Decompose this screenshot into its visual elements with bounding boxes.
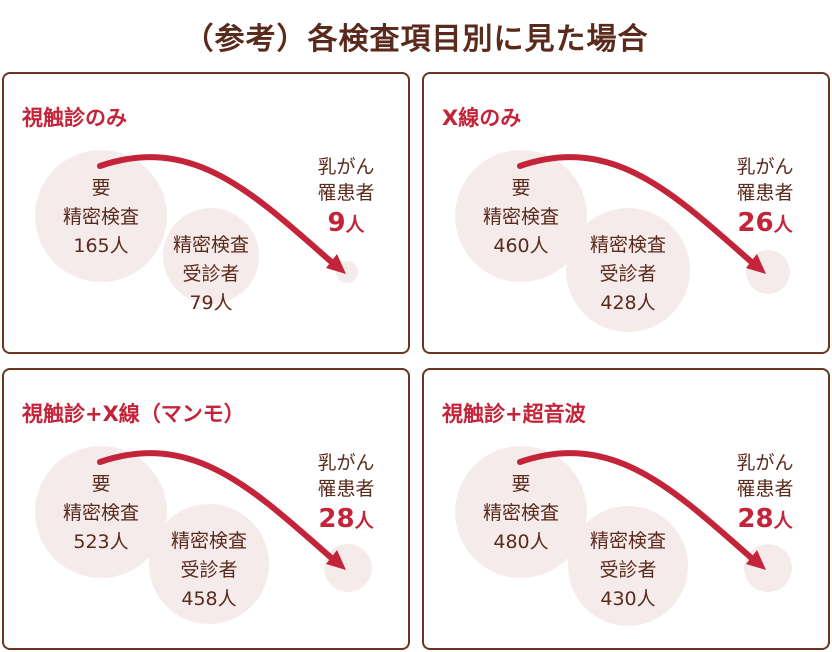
required-count-label: 要 精密検査 523人 [62,473,139,553]
flow-graphic [35,446,372,624]
required-count-label: 要 精密検査 165人 [62,177,139,257]
panel-title: 視触診+超音波 [442,402,586,426]
panel-title: 視触診+X線（マンモ） [22,402,245,426]
flow-graphic [455,150,790,332]
examined-count-label: 精密検査 受診者 428人 [589,234,666,314]
flow-graphic [455,446,792,626]
required-bubble [35,446,167,578]
flow-arrow-line [97,450,339,565]
flow-arrow-line [97,154,339,269]
cancer-count-label: 乳がん 罹患者 9人 [317,156,375,238]
examined-bubble [566,208,690,332]
examined-bubble [163,208,259,304]
flow-arrow-head [326,550,346,570]
flow-arrow-line [517,450,759,565]
panel-palpation-xray: 視触診+X線（マンモ） 要 精密検査 523人 精密検査 受診者 458人 乳が… [2,368,410,650]
required-bubble [35,150,167,282]
cancer-count-label: 乳がん 罹患者 28人 [317,452,375,534]
panel-palpation-ultrasound: 視触診+超音波 要 精密検査 480人 精密検査 受診者 430人 乳がん 罹患… [422,368,830,650]
required-bubble [455,446,587,578]
page-title: （参考）各検査項目別に見た場合 [183,22,649,57]
cancer-count-label: 乳がん 罹患者 26人 [736,156,794,238]
flow-arrow-head [746,550,766,570]
cancer-bubble [324,544,372,592]
cancer-count-label: 乳がん 罹患者 28人 [736,452,794,534]
panel-palpation-only: 視触診のみ 要 精密検査 165人 精密検査 受診者 79人 乳がん 罹患者 9… [2,72,410,354]
examined-count-label: 精密検査 受診者 458人 [170,530,247,610]
required-count-label: 要 精密検査 460人 [482,177,559,257]
flow-arrow-line [517,154,759,269]
panel-title: 視触診のみ [22,106,127,130]
panel-title: X線のみ [442,106,522,130]
examined-bubble [149,504,269,624]
examined-bubble [568,506,688,626]
flow-graphic [35,150,358,304]
panel-xray-only: X線のみ 要 精密検査 460人 精密検査 受診者 428人 乳がん 罹患者 2… [422,72,830,354]
cancer-bubble [744,544,792,592]
flow-arrow-head [326,254,346,274]
required-bubble [455,150,587,282]
examined-count-label: 精密検査 受診者 79人 [172,234,249,314]
examined-count-label: 精密検査 受診者 430人 [589,530,666,610]
required-count-label: 要 精密検査 480人 [482,473,559,553]
cancer-bubble [746,250,790,294]
flow-arrow-head [746,254,766,274]
